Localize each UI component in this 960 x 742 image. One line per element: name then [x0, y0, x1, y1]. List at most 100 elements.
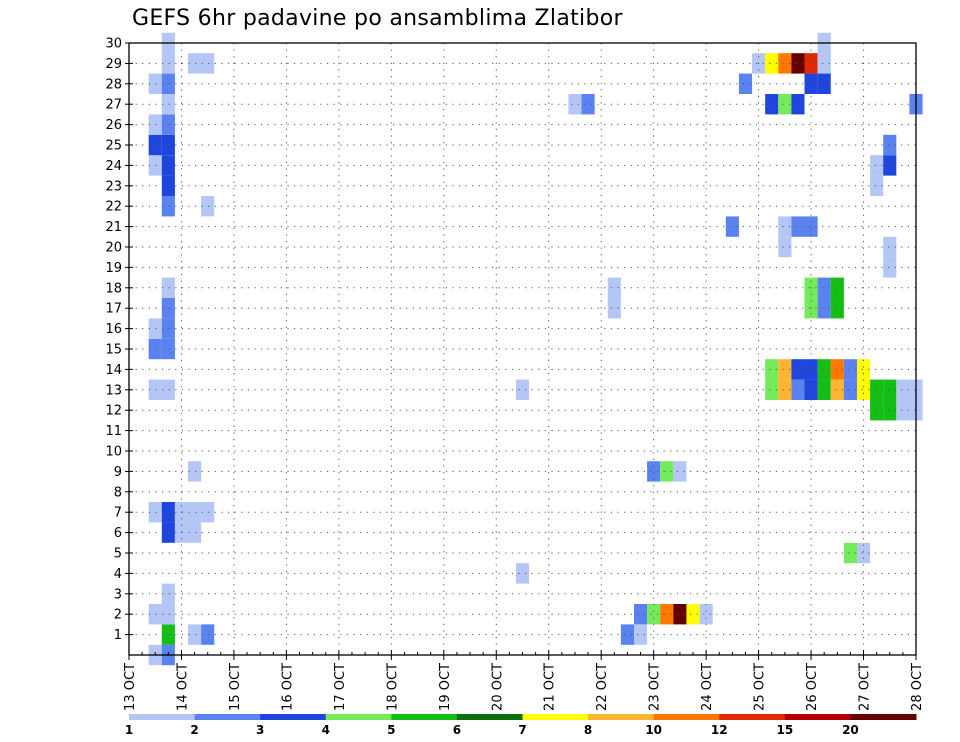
y-tick-label: 11 [105, 424, 122, 439]
heatmap-cell [791, 216, 805, 237]
colorbar-swatch [391, 714, 458, 720]
colorbar-swatch [850, 714, 917, 720]
heatmap-cell [778, 94, 792, 115]
heatmap-cell [161, 114, 175, 135]
x-tick-label: 26 OCT [805, 663, 820, 711]
heatmap-cell [725, 216, 739, 237]
heatmap-cell [870, 400, 884, 421]
heatmap-cell [647, 604, 661, 625]
y-tick-label: 3 [114, 587, 122, 602]
y-tick-label: 17 [105, 302, 122, 317]
x-tick-label: 27 OCT [858, 663, 873, 711]
heatmap-cell [188, 624, 202, 645]
y-tick-label: 21 [105, 220, 122, 235]
heatmap-cell [765, 94, 779, 115]
heatmap-cell [148, 318, 162, 339]
heatmap-cell [870, 175, 884, 196]
heatmap-cell [568, 94, 582, 115]
heatmap-cell [843, 379, 857, 400]
y-tick-label: 15 [105, 343, 122, 358]
heatmap-cell [633, 624, 648, 645]
heatmap-cell [883, 379, 897, 400]
heatmap-cell [620, 624, 634, 645]
colorbar-swatch [653, 714, 720, 720]
colorbar-label: 12 [711, 723, 728, 737]
y-tick-label: 29 [105, 57, 122, 72]
heatmap-cell [765, 379, 779, 400]
heatmap-cell [161, 624, 175, 645]
heatmap-cell [830, 277, 844, 298]
y-tick-label: 28 [105, 77, 122, 92]
heatmap-cell [817, 73, 831, 94]
heatmap-cell [778, 379, 792, 400]
colorbar-swatch [260, 714, 327, 720]
heatmap-cell [699, 604, 713, 625]
heatmap-cell [804, 379, 818, 400]
heatmap-cell [161, 298, 175, 319]
x-tick-label: 13 OCT [123, 663, 138, 711]
x-tick-label: 14 OCT [175, 663, 190, 711]
heatmap-cell [161, 134, 175, 156]
y-tick-label: 16 [105, 322, 122, 337]
colorbar-label: 5 [387, 723, 395, 737]
heatmap-cell [843, 359, 857, 380]
heatmap-cell [581, 94, 595, 115]
heatmap-cell [804, 216, 818, 237]
y-tick-label: 1 [114, 628, 122, 643]
colorbar-swatch [456, 714, 523, 720]
y-tick-label: 26 [105, 118, 122, 133]
colorbar-label: 7 [518, 723, 526, 737]
x-tick-label: 21 OCT [543, 663, 558, 711]
y-tick-label: 14 [105, 363, 122, 378]
chart-title: GEFS 6hr padavine po ansamblima Zlatibor [132, 6, 623, 31]
heatmap-cell [817, 379, 831, 400]
heatmap-cell [161, 53, 175, 74]
y-tick-label: 6 [114, 526, 122, 541]
heatmap-cell [870, 155, 884, 176]
heatmap-cell [161, 583, 175, 604]
heatmap-cell [856, 379, 871, 400]
colorbar-label: 8 [584, 723, 592, 737]
x-tick-label: 28 OCT [910, 663, 925, 711]
colorbar-label: 2 [190, 723, 198, 737]
y-tick-label: 24 [105, 159, 122, 174]
x-tick-label: 23 OCT [648, 663, 663, 711]
y-tick-label: 4 [114, 567, 122, 582]
heatmap-cell [883, 257, 897, 278]
heatmap-cell [148, 114, 162, 135]
heatmap-cell [856, 359, 871, 380]
x-tick-label: 18 OCT [385, 663, 400, 711]
heatmap-cell [686, 604, 700, 625]
colorbar-label: 20 [842, 723, 859, 737]
heatmap-cell [148, 73, 162, 94]
heatmap-cell [883, 134, 897, 156]
colorbar-swatch [522, 714, 589, 720]
heatmap-cell [188, 522, 202, 543]
heatmap-cell [161, 502, 175, 523]
heatmap-cell [148, 134, 162, 156]
y-tick-label: 10 [105, 445, 122, 460]
x-tick-label: 16 OCT [280, 663, 295, 711]
heatmap-cell [161, 604, 175, 625]
heatmap-cell [201, 196, 215, 217]
colorbar-label: 1 [125, 723, 133, 737]
heatmap-cell [660, 604, 674, 625]
heatmap-cell [765, 53, 779, 74]
heatmap-cell [765, 359, 779, 380]
colorbar-label: 4 [322, 723, 330, 737]
x-tick-label: 15 OCT [228, 663, 243, 711]
colorbar-label: 10 [645, 723, 662, 737]
colorbar-swatch [588, 714, 655, 720]
heatmap-cell [174, 522, 189, 543]
y-tick-label: 27 [105, 98, 122, 113]
heatmap-cell [738, 73, 753, 94]
x-axis: 13 OCT 14 OCT 15 OCT 16 OCT 17 OCT 18 OCT 19 O… [123, 650, 925, 711]
colorbar-swatch [129, 714, 196, 720]
heatmap-cell [830, 379, 844, 400]
heatmap-cell [161, 94, 175, 115]
heatmap-cell [817, 277, 831, 298]
heatmap-cell [883, 155, 897, 176]
heatmap-cell [188, 502, 202, 523]
heatmap-cell [791, 379, 805, 400]
